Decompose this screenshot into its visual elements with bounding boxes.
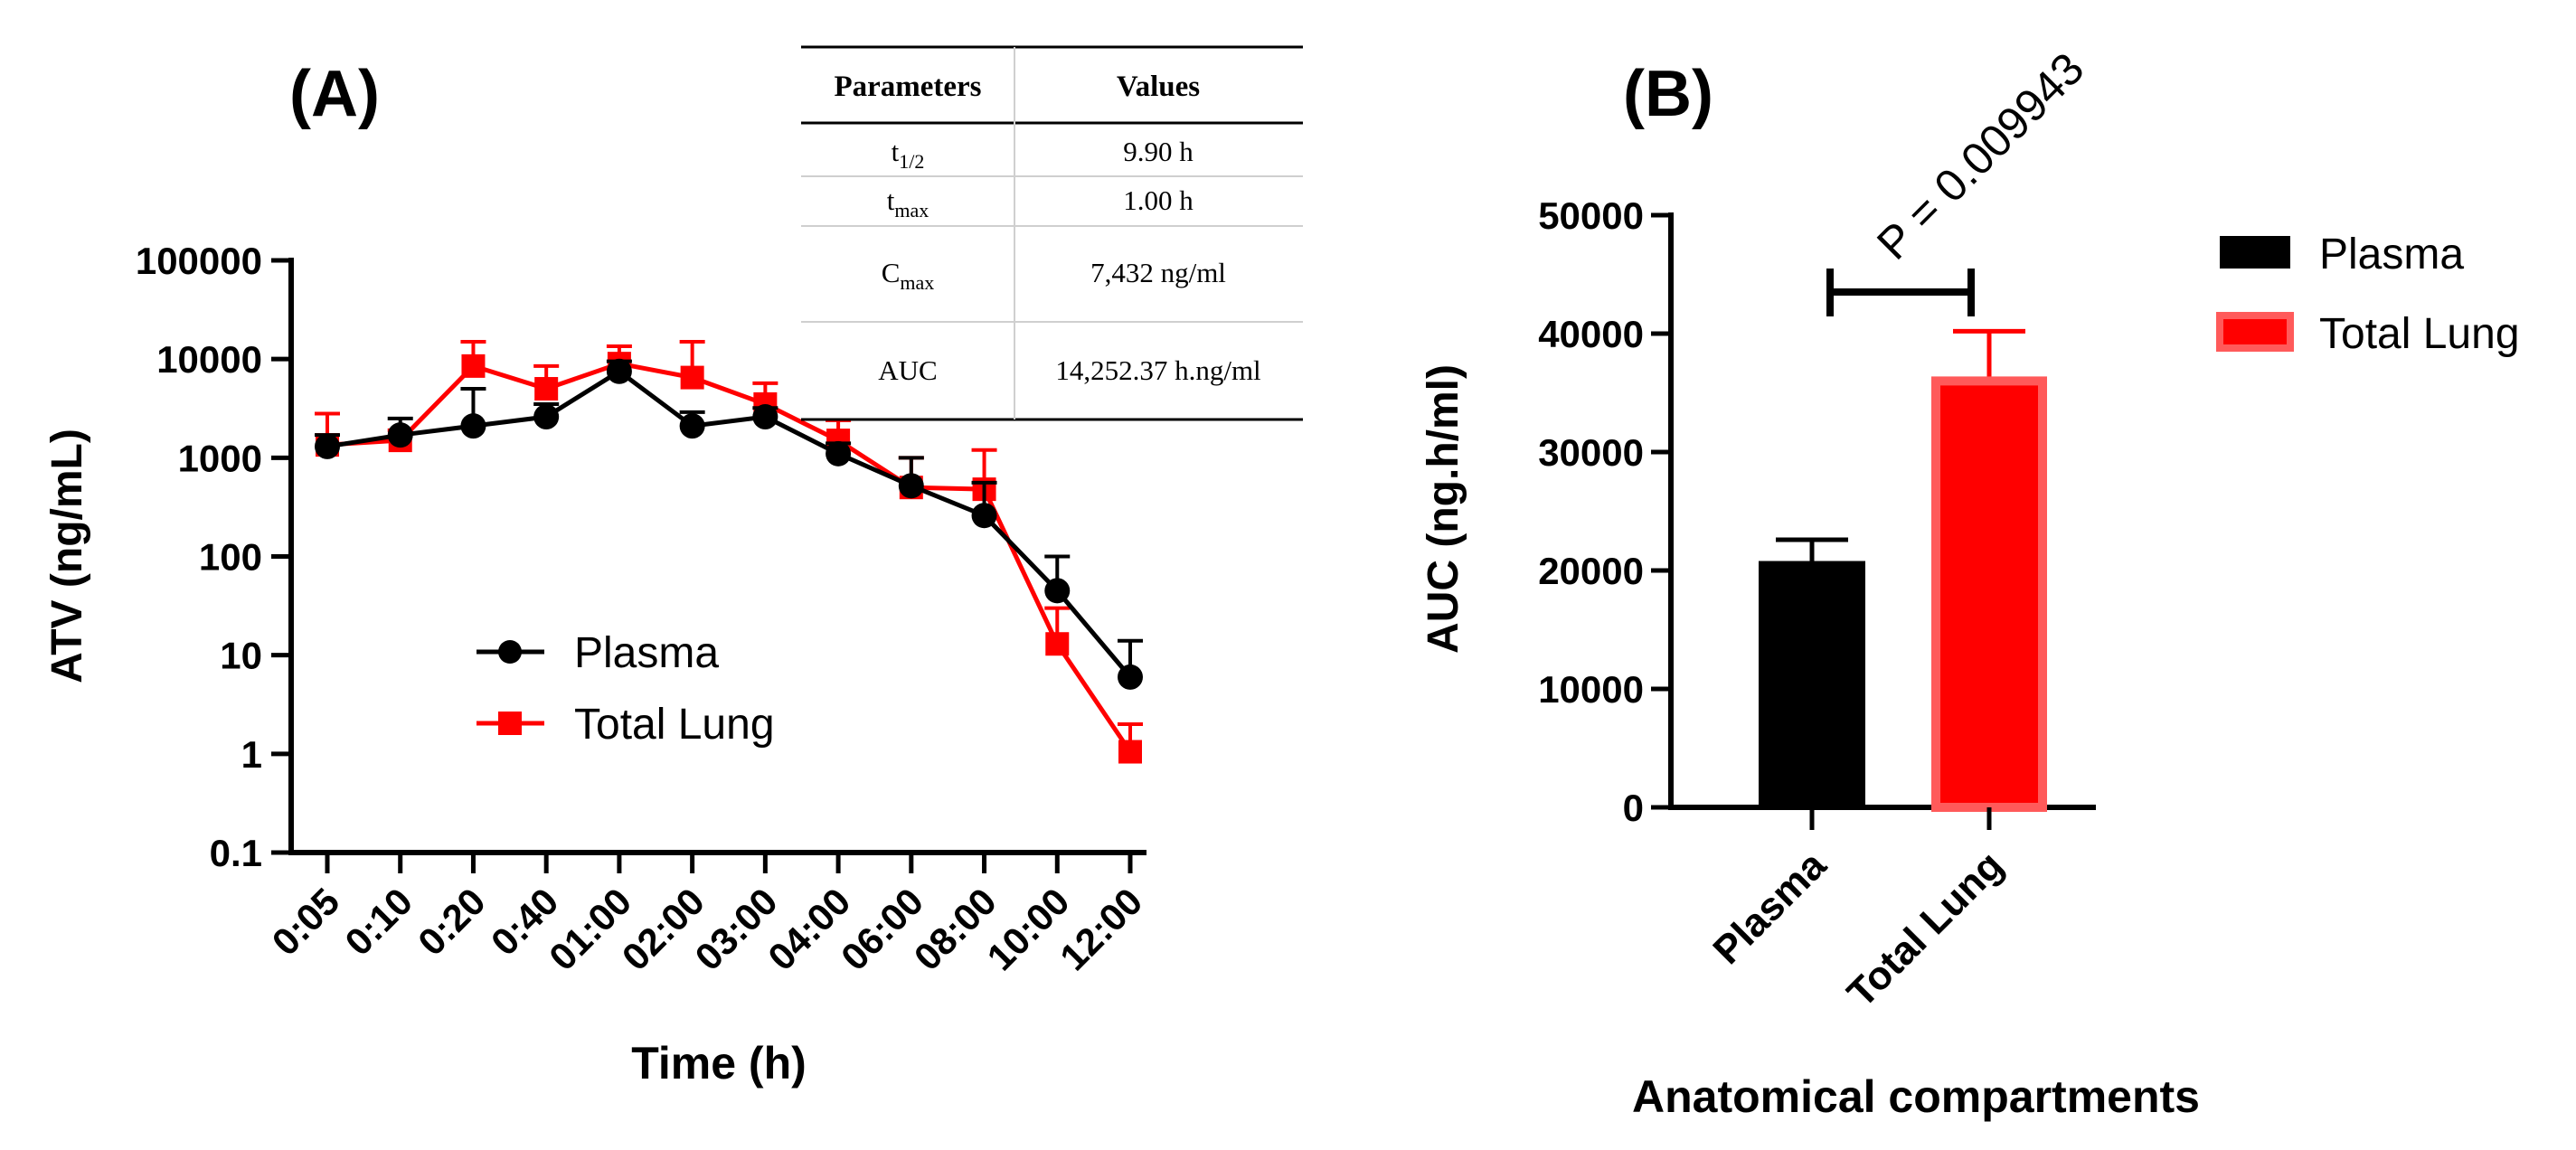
bar-group-plasma: Plasma (1704, 537, 1865, 973)
y-tick-label: 10000 (156, 338, 262, 381)
table-header-parameters: Parameters (834, 71, 981, 103)
legend-label-plasma: Plasma (2319, 231, 2464, 278)
y-tick-label: 40000 (1538, 313, 1644, 355)
panel-a-x-ticks: 0:050:100:200:4001:0002:0003:0004:0006:0… (264, 853, 1150, 978)
panel-a-y-ticks: 0.1 1 10 100 1000 10000 100000 (136, 240, 291, 874)
panel-a-legend: Plasma Total Lung (477, 629, 775, 749)
panel-a-x-axis-label: Time (h) (631, 1038, 807, 1089)
y-tick-label: 0 (1623, 787, 1644, 829)
data-point (680, 365, 704, 390)
data-point (1118, 664, 1143, 690)
table-param-symbol: t (887, 184, 895, 216)
x-tick-label: 03:00 (687, 880, 786, 978)
table-header-values: Values (1117, 71, 1200, 103)
x-tick-label: 02:00 (614, 880, 712, 978)
table-param-symbol: C (882, 257, 901, 288)
data-point (1044, 578, 1071, 604)
y-tick-label: 1 (241, 733, 262, 776)
y-tick-label: 0.1 (210, 832, 262, 874)
x-tick-label: 04:00 (760, 880, 858, 978)
legend-marker-plasma (498, 640, 522, 664)
table-value-t-max: 1.00 h (1123, 184, 1194, 216)
x-tick-label: Total Lung (1839, 843, 2012, 1015)
panel-b-bars: Plasma Total Lung (1704, 328, 2047, 1016)
bar (1931, 376, 2047, 812)
y-tick-label: 20000 (1538, 550, 1644, 592)
legend-label-plasma: Plasma (574, 629, 719, 677)
data-point (752, 404, 778, 430)
x-tick-label: 10:00 (978, 880, 1077, 978)
x-tick-label: 0:20 (410, 880, 494, 964)
table-param-symbol: t (892, 136, 900, 167)
table-background (801, 47, 1303, 419)
y-tick-label: 50000 (1538, 194, 1644, 237)
panel-a-series (315, 339, 1143, 764)
table-param-t-half: t1/2 (892, 136, 925, 173)
legend-swatch-plasma (2220, 236, 2290, 269)
significance-bracket: P = 0.009943 (1826, 42, 2093, 316)
data-point (679, 413, 705, 439)
panel-b-y-axis-label: AUC (ng.h/ml) (1420, 364, 1467, 654)
panel-b-y-ticks: 0 10000 20000 30000 40000 50000 (1538, 194, 1671, 829)
data-point (606, 358, 632, 384)
panel-b-legend: Plasma Total Lung (2216, 231, 2520, 358)
panel-a: (A) 0.1 1 10 100 1000 10000 100000 0:050:100:2… (43, 45, 1303, 1089)
data-point (533, 404, 560, 430)
table-param-subscript: 1/2 (899, 150, 924, 173)
table-param-t-max: tmax (887, 184, 929, 222)
table-param-auc: AUC (878, 354, 937, 386)
y-tick-label: 10000 (1538, 668, 1644, 711)
table-value-t-half: 9.90 h (1123, 136, 1194, 167)
data-point (1045, 632, 1070, 656)
data-point (971, 503, 997, 529)
x-tick-label: 0:10 (336, 880, 420, 964)
panel-b-x-axis-label: Anatomical compartments (1632, 1071, 2200, 1122)
data-point (534, 377, 559, 401)
legend-label-total-lung: Total Lung (2319, 310, 2520, 358)
table-param-subscript: max (900, 271, 934, 294)
table-value-c-max: 7,432 ng/ml (1090, 257, 1226, 288)
data-point (1118, 740, 1142, 764)
x-tick-label: Plasma (1704, 843, 1835, 973)
data-point (460, 413, 486, 439)
data-point (315, 433, 340, 459)
table-param-subscript: max (894, 199, 929, 222)
table-param-c-max: Cmax (882, 257, 935, 294)
y-tick-label: 100 (199, 536, 262, 579)
data-point (826, 440, 852, 467)
y-tick-label: 10 (220, 635, 262, 677)
data-point (461, 353, 486, 378)
x-tick-label: 08:00 (906, 880, 1005, 978)
x-tick-label: 0:05 (264, 880, 348, 964)
p-value-annotation: P = 0.009943 (1867, 42, 2093, 269)
x-tick-label: 12:00 (1052, 880, 1150, 978)
x-tick-label: 06:00 (833, 880, 931, 978)
panel-b-label: (B) (1623, 58, 1713, 130)
legend-marker-total-lung (498, 712, 522, 735)
x-tick-label: 01:00 (541, 880, 639, 978)
series-plasma (315, 358, 1143, 690)
parameter-table: Parameters Values t1/2 9.90 h tmax 1.00 … (801, 45, 1303, 421)
y-tick-label: 30000 (1538, 431, 1644, 474)
legend-label-total-lung: Total Lung (574, 701, 775, 749)
data-point (387, 422, 413, 448)
legend-swatch-total-lung (2216, 312, 2294, 352)
data-point (898, 473, 924, 499)
bar-group-total-lung: Total Lung (1839, 328, 2047, 1016)
panel-a-y-axis-label: ATV (ng/mL) (43, 429, 91, 683)
bar (1759, 561, 1865, 807)
y-tick-label: 100000 (136, 240, 262, 282)
panel-a-label: (A) (289, 58, 380, 130)
table-value-auc: 14,252.37 h.ng/ml (1055, 354, 1260, 386)
y-tick-label: 1000 (178, 437, 262, 479)
